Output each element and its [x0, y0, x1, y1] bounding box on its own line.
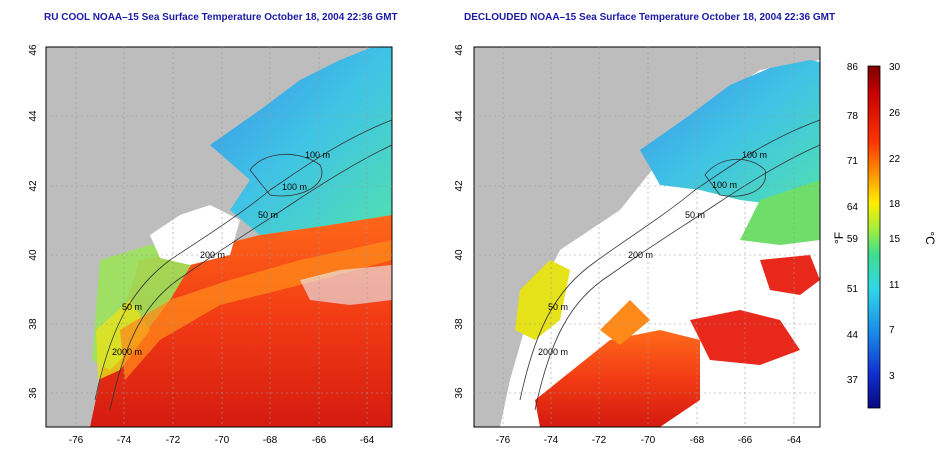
f-tick: 71: [847, 156, 859, 167]
right-y-tick: 36: [454, 387, 465, 399]
right-contour-label: 2000 m: [538, 347, 568, 357]
colorbar-gradient: [867, 65, 881, 409]
temperature-colorbar: 86 78 71 64 59 51 44 37 30 26 22 18 15 1…: [832, 62, 937, 409]
left-cold-water: [210, 47, 392, 235]
left-grid: [46, 47, 392, 427]
left-contour-label: 2000 m: [112, 347, 142, 357]
f-tick: 64: [847, 202, 859, 213]
right-x-tick: -68: [690, 435, 705, 446]
left-y-tick: 42: [28, 180, 39, 192]
c-tick: 22: [889, 154, 901, 165]
left-y-tick: 36: [28, 387, 39, 399]
left-contour-label: 50 m: [258, 210, 278, 220]
right-map-frame: [473, 46, 821, 428]
right-green-water: [740, 180, 820, 245]
left-x-tick: -76: [69, 435, 84, 446]
left-cloud-patch: [150, 205, 240, 265]
right-contour-label: 50 m: [548, 302, 568, 312]
f-tick: 78: [847, 111, 859, 122]
left-contour-label: 50 m: [122, 302, 142, 312]
left-x-tick: -64: [360, 435, 375, 446]
c-tick: 18: [889, 199, 901, 210]
right-x-tick: -66: [738, 435, 753, 446]
left-x-axis: -76 -74 -72 -70 -68 -66 -64: [69, 435, 375, 446]
colorbar-f-ticks: 86 78 71 64 59 51 44 37: [847, 62, 859, 386]
f-tick: 51: [847, 284, 859, 295]
c-tick: 30: [889, 62, 901, 73]
right-x-tick: -76: [496, 435, 511, 446]
right-y-tick: 38: [454, 318, 465, 330]
left-map-panel: 100 m 100 m 50 m 200 m 50 m 2000 m: [45, 46, 393, 428]
left-x-tick: -68: [263, 435, 278, 446]
right-x-tick: -70: [641, 435, 656, 446]
right-map-title: DECLOUDED NOAA–15 Sea Surface Temperatur…: [464, 12, 836, 23]
colorbar-c-ticks: 30 26 22 18 15 11 7 3: [889, 62, 901, 382]
left-y-axis: 36 38 40 42 44 46: [28, 44, 39, 399]
c-tick: 3: [889, 371, 895, 382]
right-contour-label: 100 m: [712, 180, 737, 190]
fahrenheit-label: °F: [832, 232, 846, 244]
left-x-tick: -70: [215, 435, 230, 446]
left-y-tick: 40: [28, 249, 39, 261]
left-contour-label: 100 m: [282, 182, 307, 192]
right-x-tick: -74: [544, 435, 559, 446]
left-map-title: RU COOL NOAA–15 Sea Surface Temperature …: [44, 12, 398, 23]
right-grid: [474, 47, 820, 427]
right-x-tick: -64: [787, 435, 802, 446]
right-depth-contours: [519, 119, 821, 411]
f-tick: 86: [847, 62, 859, 73]
right-orange-patch: [600, 300, 650, 345]
f-tick: 59: [847, 234, 859, 245]
right-warm-water: [535, 330, 700, 427]
left-y-tick: 38: [28, 318, 39, 330]
left-y-tick: 44: [28, 110, 39, 122]
c-tick: 15: [889, 234, 901, 245]
left-contour-label: 100 m: [305, 150, 330, 160]
left-depth-contours: [94, 119, 393, 411]
right-cold-water: [640, 60, 820, 210]
right-x-axis: -76 -74 -72 -70 -68 -66 -64: [496, 435, 802, 446]
right-x-tick: -72: [592, 435, 607, 446]
c-tick: 7: [889, 325, 895, 336]
right-y-tick: 46: [454, 44, 465, 56]
right-contour-label: 100 m: [742, 150, 767, 160]
right-y-tick: 42: [454, 180, 465, 192]
c-tick: 26: [889, 108, 901, 119]
f-tick: 44: [847, 330, 859, 341]
right-map-panel: 100 m 100 m 50 m 200 m 50 m 2000 m: [473, 46, 821, 428]
right-y-tick: 40: [454, 249, 465, 261]
right-contour-label: 50 m: [685, 210, 705, 220]
c-tick: 11: [889, 280, 900, 291]
right-nearshore-water: [515, 260, 570, 340]
left-cloud-speckle: [300, 265, 392, 305]
celsius-label: °C: [923, 231, 937, 245]
left-x-tick: -72: [166, 435, 181, 446]
right-y-axis: 36 38 40 42 44 46: [454, 44, 465, 399]
right-y-tick: 44: [454, 110, 465, 122]
left-x-tick: -74: [117, 435, 132, 446]
f-tick: 37: [847, 375, 859, 386]
left-y-tick: 46: [28, 44, 39, 56]
left-x-tick: -66: [312, 435, 327, 446]
left-map-frame: [45, 46, 393, 428]
right-warm-patch: [760, 255, 820, 295]
